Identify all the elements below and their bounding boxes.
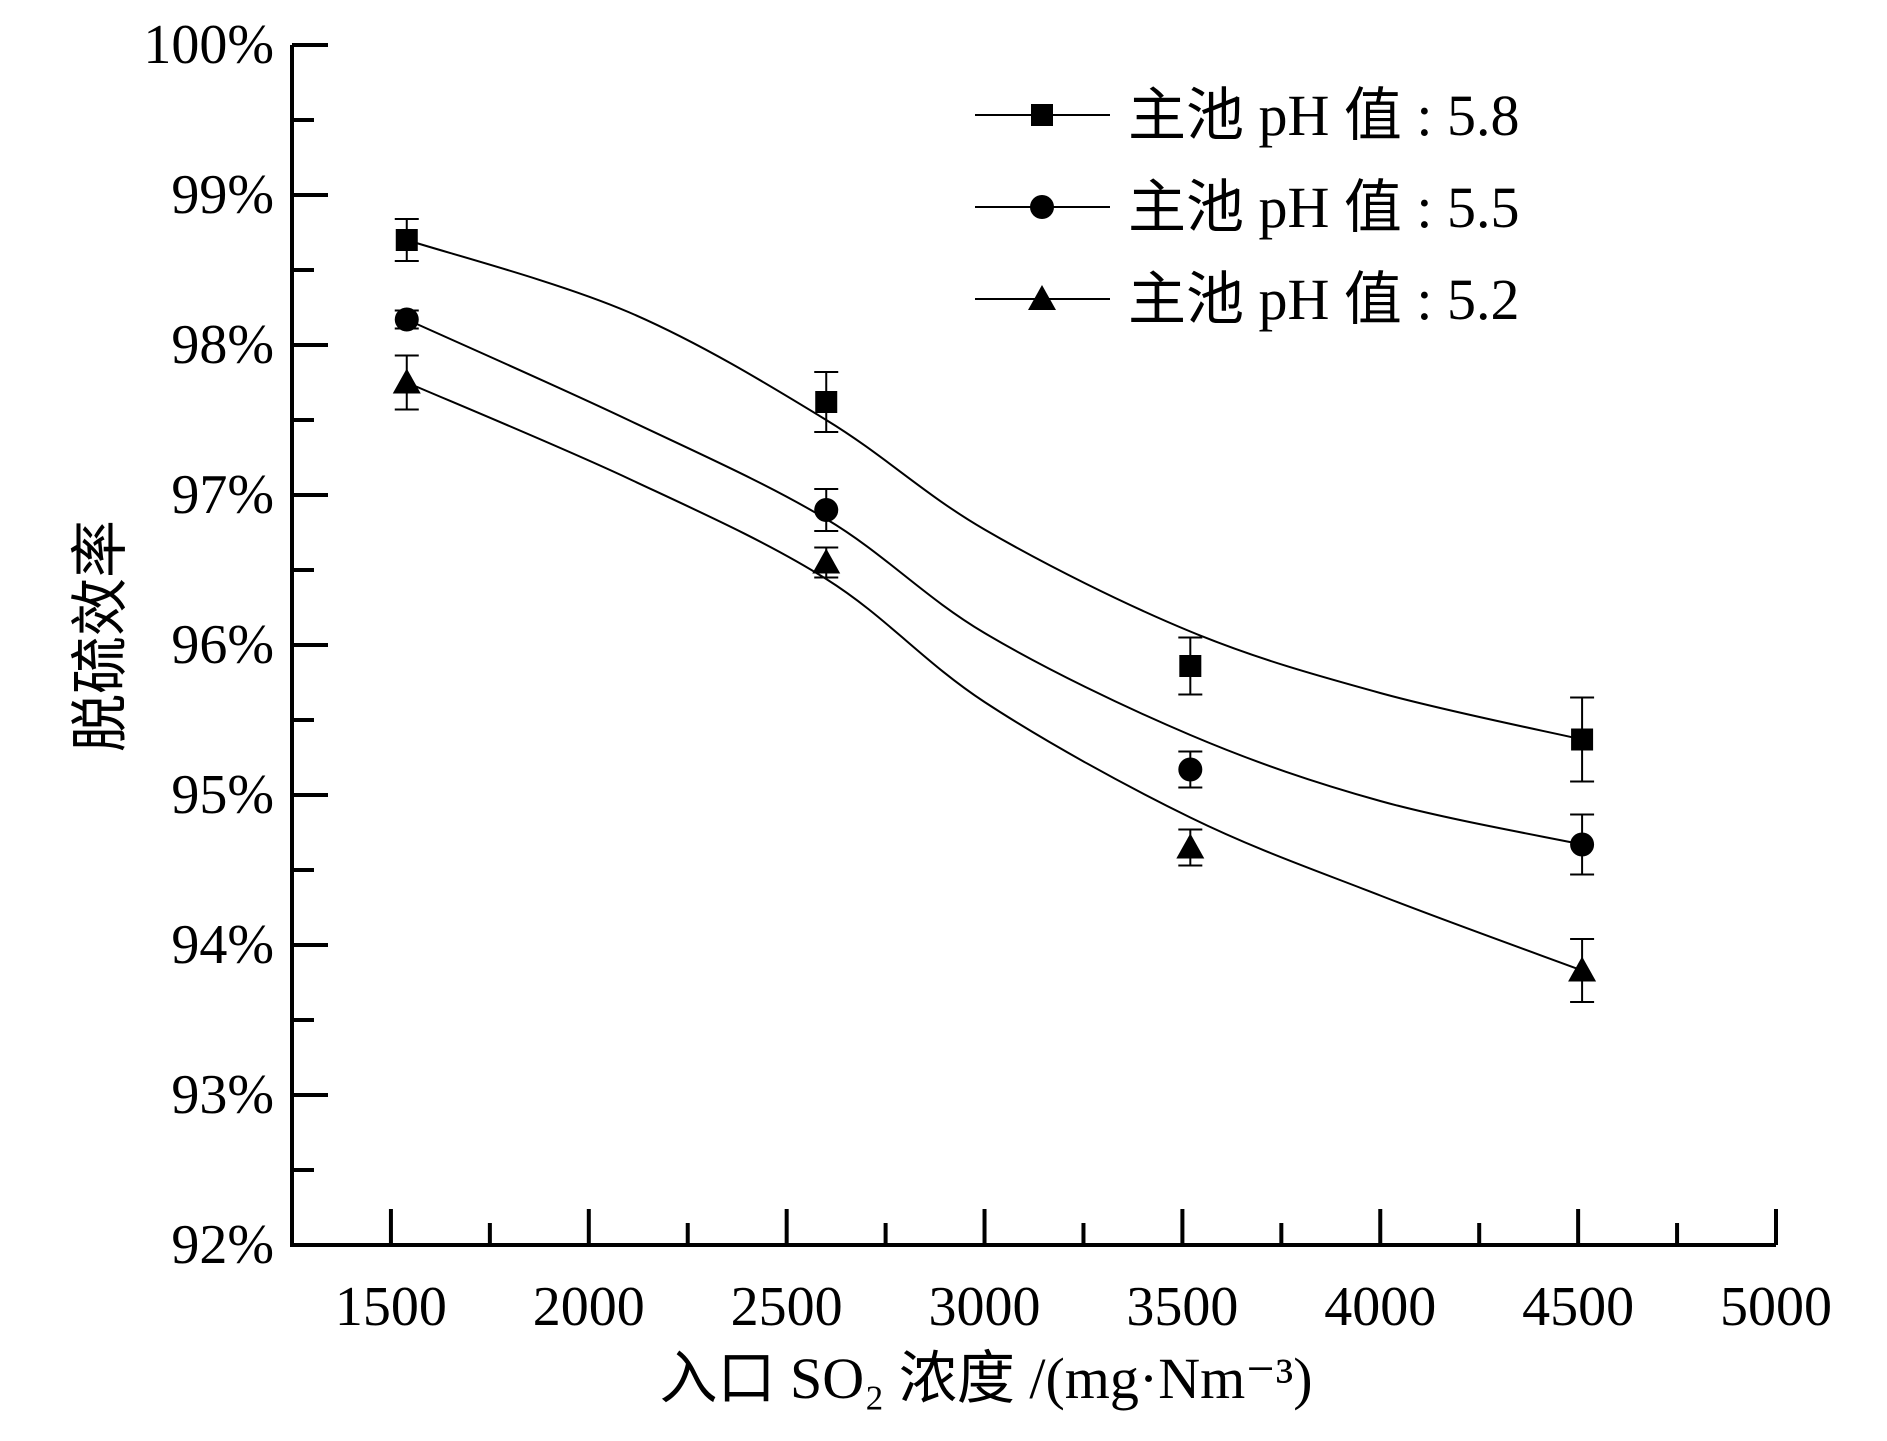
tick-labels: 92% 93% 94% 95% 96% 97% 98% 99% 100% 1500 2000 2500… bbox=[143, 14, 1832, 1338]
y-axis-label: 脱硫效率 bbox=[68, 520, 133, 752]
legend-label-square: 主池 pH 值 : 5.8 bbox=[1128, 83, 1520, 148]
y-tick-label: 95% bbox=[171, 764, 274, 826]
legend-marker-square bbox=[1031, 104, 1053, 126]
fit-line-triangle bbox=[406, 381, 1583, 972]
data-markers bbox=[392, 229, 1597, 982]
x-tick-label: 2000 bbox=[533, 1276, 645, 1338]
fit-line-circle bbox=[406, 318, 1583, 846]
axes bbox=[290, 45, 1776, 1247]
legend-marker-triangle bbox=[1028, 285, 1056, 310]
data-point-triangle bbox=[392, 368, 421, 394]
data-point-square bbox=[395, 229, 418, 251]
data-point-square bbox=[815, 391, 838, 413]
y-tick-label: 92% bbox=[171, 1214, 274, 1276]
tick-marks bbox=[292, 43, 1778, 1247]
x-tick-label: 5000 bbox=[1720, 1276, 1832, 1338]
x-axis-label: 入口 SO₂ 浓度 /(mg·Nm⁻³) bbox=[659, 1346, 1312, 1411]
legend-label-circle: 主池 pH 值 : 5.5 bbox=[1128, 175, 1520, 240]
y-tick-label: 100% bbox=[143, 14, 274, 76]
y-tick-label: 99% bbox=[171, 164, 274, 226]
legend-marker-circle bbox=[1030, 195, 1054, 219]
data-point-circle bbox=[1570, 832, 1595, 857]
data-point-square bbox=[1571, 728, 1594, 751]
x-tick-label: 3000 bbox=[929, 1276, 1041, 1338]
legend: 主池 pH 值 : 5.8 主池 pH 值 : 5.5 主池 pH 值 : 5.2 bbox=[975, 83, 1520, 332]
x-tick-label: 2500 bbox=[731, 1276, 843, 1338]
data-point-square bbox=[1179, 655, 1202, 677]
fit-line-square bbox=[406, 239, 1583, 741]
y-tick-label: 96% bbox=[171, 614, 274, 676]
data-point-triangle bbox=[812, 548, 841, 574]
y-tick-label: 94% bbox=[171, 914, 274, 976]
x-tick-label: 4000 bbox=[1324, 1276, 1436, 1338]
fit-lines bbox=[406, 239, 1583, 972]
data-point-triangle bbox=[1568, 956, 1597, 982]
data-point-circle bbox=[1178, 757, 1203, 782]
legend-label-triangle: 主池 pH 值 : 5.2 bbox=[1128, 267, 1520, 332]
x-tick-label: 4500 bbox=[1522, 1276, 1634, 1338]
y-tick-label: 98% bbox=[171, 314, 274, 376]
y-tick-label: 93% bbox=[171, 1064, 274, 1126]
data-point-triangle bbox=[1176, 833, 1205, 859]
data-point-circle bbox=[814, 498, 839, 522]
data-point-circle bbox=[394, 307, 419, 332]
x-tick-label: 3500 bbox=[1126, 1276, 1238, 1338]
error-bars bbox=[394, 218, 1595, 1003]
x-tick-label: 1500 bbox=[335, 1276, 447, 1338]
y-tick-label: 97% bbox=[171, 464, 274, 526]
